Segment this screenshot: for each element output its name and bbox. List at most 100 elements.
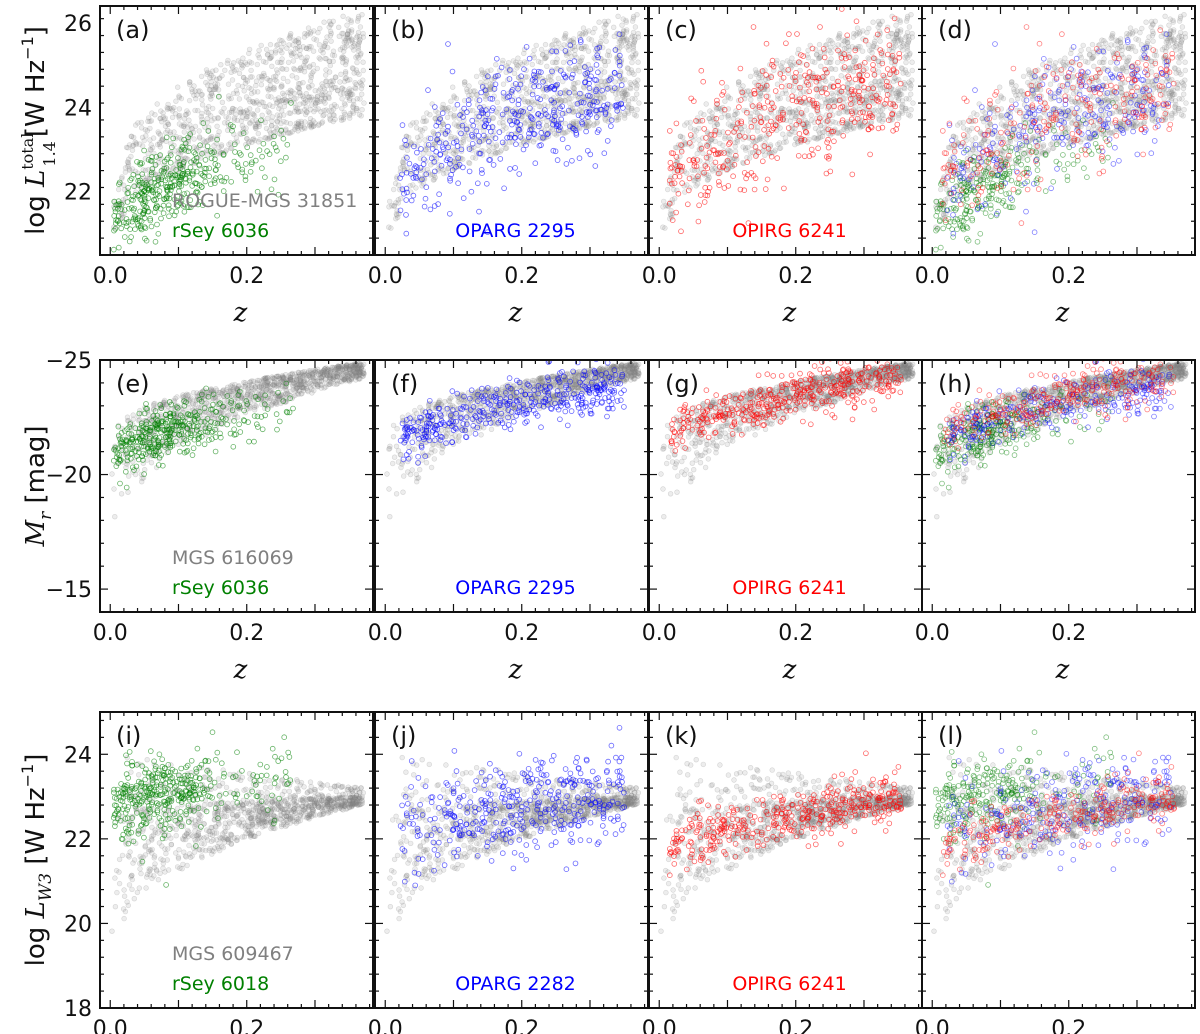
background-point (561, 35, 567, 41)
background-point (244, 110, 251, 117)
background-point (451, 106, 458, 112)
background-point (324, 82, 330, 89)
background-point (348, 91, 354, 97)
OPIRG-point (864, 72, 870, 79)
background-point (175, 84, 181, 90)
background-point (345, 94, 351, 100)
background-point (217, 75, 223, 81)
background-point (603, 38, 609, 44)
background-point (317, 98, 324, 105)
rSey-point (193, 155, 200, 161)
background-point (910, 100, 916, 106)
background-point (470, 107, 476, 114)
background-point (619, 90, 625, 97)
background-point (1143, 19, 1149, 25)
OPIRG-point (795, 153, 802, 159)
background-point (1182, 67, 1189, 74)
background-point (817, 94, 823, 100)
background-point (470, 154, 476, 161)
background-point (450, 84, 456, 90)
background-point (314, 65, 320, 72)
background-point (543, 94, 549, 100)
background-point (322, 40, 328, 47)
rSey-point (271, 133, 277, 140)
background-point (259, 74, 265, 80)
background-point (307, 97, 313, 103)
rSey-point (277, 158, 284, 165)
background-point (296, 86, 302, 92)
OPARG-point (532, 160, 539, 167)
background-point (163, 129, 169, 136)
rSey-point (116, 220, 123, 227)
background-point (625, 98, 632, 104)
rSey-point (166, 213, 172, 220)
background-point (310, 118, 316, 124)
background-point (552, 37, 558, 43)
background-point (1102, 75, 1109, 82)
background-point (304, 54, 310, 60)
background-point (149, 145, 156, 151)
rSey-point (161, 196, 168, 202)
background-point (289, 73, 295, 79)
OPIRG-point (870, 62, 876, 68)
background-point (195, 107, 201, 114)
background-point (500, 57, 506, 64)
background-point (239, 65, 245, 71)
background-point (427, 111, 433, 118)
OPARG-point (460, 195, 467, 202)
OPARG-point (601, 150, 608, 157)
background-point (200, 137, 206, 143)
OPIRG-point (690, 98, 697, 104)
background-point (325, 44, 331, 51)
background-point (298, 123, 304, 129)
background-point (707, 108, 713, 114)
background-point (812, 46, 819, 53)
background-point (185, 156, 191, 162)
y-tick-label: 24 (64, 96, 92, 121)
background-point (518, 94, 525, 100)
background-point (287, 32, 293, 39)
sample-legend: rSey 6036 (172, 220, 269, 242)
background-point (331, 52, 338, 59)
background-point (156, 141, 163, 148)
background-point (335, 87, 341, 94)
background-point (842, 95, 848, 102)
OPARG-point (516, 171, 522, 177)
background-point (316, 88, 322, 94)
background-point (223, 114, 229, 120)
background-point (430, 177, 437, 183)
background-point (1063, 88, 1069, 94)
background-point (783, 139, 789, 145)
background-point (281, 103, 288, 110)
background-point (522, 120, 528, 127)
background-point (580, 25, 587, 31)
rSey-point (201, 173, 208, 180)
panel-tag: (c) (665, 16, 697, 44)
background-point (821, 77, 827, 83)
background-point (320, 46, 326, 52)
background-point (660, 198, 667, 205)
background-point (614, 95, 620, 102)
background-point (628, 54, 634, 60)
background-point (283, 119, 290, 126)
background-point (347, 115, 353, 121)
background-point (818, 103, 825, 110)
rSey-point (247, 152, 254, 158)
background-point (313, 96, 319, 102)
rSey-point (181, 209, 188, 215)
background-point (597, 72, 604, 78)
OPARG-point (563, 161, 570, 167)
background-point (360, 77, 366, 83)
rSey-point (128, 234, 134, 240)
background-point (439, 104, 445, 111)
background-point (357, 36, 363, 43)
background-point (558, 98, 565, 104)
background-point (204, 152, 211, 158)
background-point (621, 38, 627, 44)
background-point (204, 71, 210, 77)
background-point (497, 120, 503, 126)
background-point (839, 58, 846, 64)
background-point (461, 134, 467, 141)
rSey-point (188, 204, 194, 211)
rSey-point (116, 201, 123, 208)
